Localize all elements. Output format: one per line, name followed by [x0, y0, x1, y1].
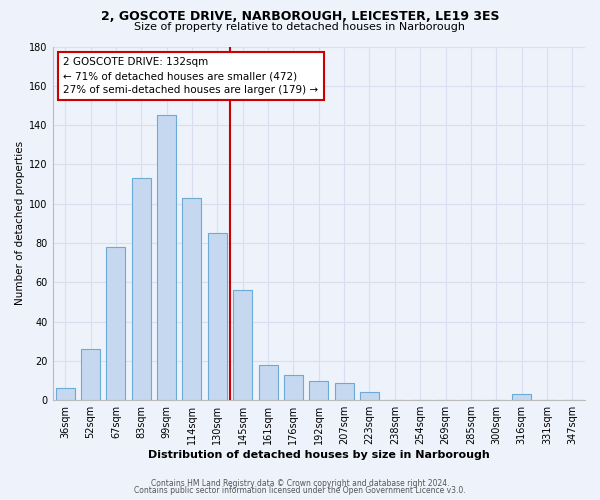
X-axis label: Distribution of detached houses by size in Narborough: Distribution of detached houses by size … — [148, 450, 490, 460]
Bar — [233, 290, 252, 400]
Text: Size of property relative to detached houses in Narborough: Size of property relative to detached ho… — [134, 22, 466, 32]
Bar — [284, 374, 303, 400]
Bar — [106, 247, 125, 400]
Y-axis label: Number of detached properties: Number of detached properties — [15, 142, 25, 306]
Bar — [512, 394, 531, 400]
Text: 2, GOSCOTE DRIVE, NARBOROUGH, LEICESTER, LE19 3ES: 2, GOSCOTE DRIVE, NARBOROUGH, LEICESTER,… — [101, 10, 499, 23]
Bar — [309, 380, 328, 400]
Bar — [132, 178, 151, 400]
Bar — [182, 198, 202, 400]
Bar — [208, 233, 227, 400]
Bar — [56, 388, 75, 400]
Bar — [360, 392, 379, 400]
Bar — [157, 116, 176, 400]
Bar — [335, 382, 353, 400]
Text: 2 GOSCOTE DRIVE: 132sqm
← 71% of detached houses are smaller (472)
27% of semi-d: 2 GOSCOTE DRIVE: 132sqm ← 71% of detache… — [63, 57, 319, 95]
Text: Contains HM Land Registry data © Crown copyright and database right 2024.: Contains HM Land Registry data © Crown c… — [151, 478, 449, 488]
Bar — [259, 365, 278, 400]
Bar — [81, 349, 100, 400]
Text: Contains public sector information licensed under the Open Government Licence v3: Contains public sector information licen… — [134, 486, 466, 495]
